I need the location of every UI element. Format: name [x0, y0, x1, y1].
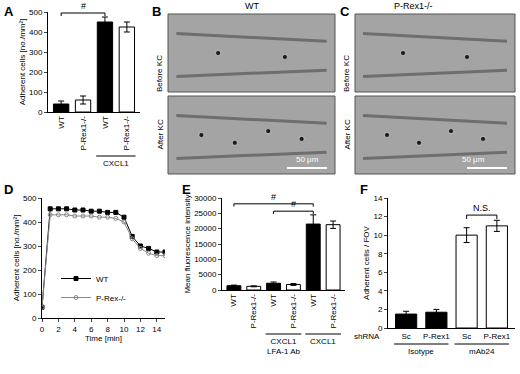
svg-text:0: 0 — [378, 324, 383, 333]
svg-text:50 μm: 50 μm — [296, 155, 319, 164]
svg-text:WT: WT — [245, 1, 259, 11]
svg-text:D: D — [4, 182, 13, 197]
svg-text:0: 0 — [32, 314, 37, 323]
svg-text:P-Rex1-/-: P-Rex1-/- — [79, 116, 88, 151]
svg-text:P-Rex1-/-: P-Rex1-/- — [249, 294, 258, 329]
svg-text:400: 400 — [23, 218, 37, 227]
svg-text:Before KC: Before KC — [155, 55, 164, 92]
svg-text:P-Rex1-/-: P-Rex1-/- — [394, 1, 433, 11]
svg-text:WT: WT — [101, 116, 110, 129]
svg-text:WT: WT — [96, 275, 109, 284]
svg-text:Time [min]: Time [min] — [85, 334, 122, 343]
svg-text:5000: 5000 — [199, 270, 217, 279]
svg-text:Mean fluorescence intensity: Mean fluorescence intensity — [183, 194, 192, 293]
svg-text:200: 200 — [23, 266, 37, 275]
svg-text:P-Rex1-/-: P-Rex1-/- — [122, 116, 131, 151]
svg-text:8: 8 — [105, 325, 110, 334]
svg-text:4: 4 — [378, 287, 383, 296]
svg-text:Adherent cells [no./mm²]: Adherent cells [no./mm²] — [18, 19, 27, 106]
svg-text:4: 4 — [73, 325, 78, 334]
svg-text:12: 12 — [373, 212, 382, 221]
svg-text:A: A — [4, 4, 14, 19]
svg-text:CXCL1LFA-1 Ab: CXCL1LFA-1 Ab — [267, 337, 300, 356]
svg-text:N.S.: N.S. — [473, 203, 491, 213]
svg-text:E: E — [182, 182, 191, 197]
svg-text:C: C — [340, 4, 350, 19]
svg-text:10: 10 — [373, 231, 382, 240]
svg-text:8: 8 — [378, 250, 383, 259]
svg-text:WT: WT — [309, 294, 318, 307]
svg-text:Before KC: Before KC — [342, 55, 351, 92]
svg-text:15000: 15000 — [194, 240, 217, 249]
svg-text:300: 300 — [23, 242, 37, 251]
svg-text:Adherent cells [no./mm²]: Adherent cells [no./mm²] — [12, 215, 21, 302]
svg-text:P-Rex-/-: P-Rex-/- — [96, 294, 126, 303]
svg-text:#: # — [81, 1, 86, 11]
svg-text:10: 10 — [120, 325, 129, 334]
svg-text:CXCL1: CXCL1 — [103, 159, 129, 168]
svg-text:20000: 20000 — [194, 224, 217, 233]
svg-text:#: # — [291, 199, 296, 209]
svg-text:shRNA: shRNA — [354, 332, 380, 341]
svg-text:500: 500 — [29, 8, 43, 17]
svg-text:P-Rex1-/-: P-Rex1-/- — [329, 294, 338, 329]
svg-text:2: 2 — [56, 325, 61, 334]
svg-text:mAb24: mAb24 — [469, 347, 495, 356]
svg-text:WT: WT — [230, 294, 239, 307]
svg-text:P-Rex1: P-Rex1 — [423, 332, 450, 341]
svg-text:30000: 30000 — [194, 194, 217, 203]
svg-text:After KC: After KC — [156, 119, 165, 149]
svg-text:100: 100 — [29, 88, 43, 97]
svg-text:25000: 25000 — [194, 209, 217, 218]
svg-text:500: 500 — [23, 194, 37, 203]
svg-text:400: 400 — [29, 28, 43, 37]
svg-text:300: 300 — [29, 48, 43, 57]
svg-text:6: 6 — [89, 325, 94, 334]
svg-text:F: F — [360, 182, 368, 197]
svg-text:P-Rex1: P-Rex1 — [484, 332, 511, 341]
svg-text:12: 12 — [136, 325, 145, 334]
svg-text:#: # — [271, 192, 276, 202]
svg-text:Sc: Sc — [462, 332, 471, 341]
svg-text:0: 0 — [38, 108, 43, 117]
svg-text:50 μm: 50 μm — [462, 155, 485, 164]
svg-text:14: 14 — [152, 325, 161, 334]
svg-text:WT: WT — [57, 116, 66, 129]
svg-text:WT: WT — [269, 294, 278, 307]
svg-text:Adherent cells / FOV: Adherent cells / FOV — [362, 225, 371, 299]
svg-text:200: 200 — [29, 68, 43, 77]
svg-text:After KC: After KC — [343, 119, 352, 149]
svg-text:0: 0 — [212, 286, 217, 295]
svg-text:Isotype: Isotype — [408, 347, 434, 356]
svg-text:100: 100 — [23, 290, 37, 299]
svg-text:6: 6 — [378, 268, 383, 277]
svg-text:14: 14 — [373, 194, 382, 203]
svg-text:2: 2 — [378, 305, 383, 314]
svg-text:B: B — [152, 4, 161, 19]
svg-text:Sc: Sc — [401, 332, 410, 341]
svg-text:10000: 10000 — [194, 255, 217, 264]
svg-text:0: 0 — [40, 325, 45, 334]
svg-text:CXCL1: CXCL1 — [310, 337, 336, 346]
svg-text:P-Rex1-/-: P-Rex1-/- — [289, 294, 298, 329]
